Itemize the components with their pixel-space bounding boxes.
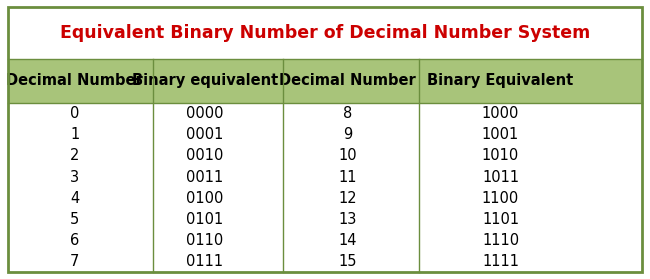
Text: 13: 13 [339,212,357,227]
Text: 3: 3 [70,170,79,185]
Text: 11: 11 [339,170,357,185]
Text: 10: 10 [339,148,357,163]
Text: 12: 12 [339,191,357,206]
Text: 0001: 0001 [186,128,224,142]
Text: 8: 8 [343,106,352,121]
Text: 0100: 0100 [186,191,224,206]
Text: 5: 5 [70,212,79,227]
Text: 1011: 1011 [482,170,519,185]
Text: 0111: 0111 [186,254,224,269]
Text: 1010: 1010 [482,148,519,163]
Text: 0: 0 [70,106,79,121]
Text: 0101: 0101 [186,212,224,227]
Text: Binary Equivalent: Binary Equivalent [428,73,573,88]
Text: 9: 9 [343,128,352,142]
Text: Binary equivalent: Binary equivalent [131,73,278,88]
Text: 1100: 1100 [482,191,519,206]
Text: Equivalent Binary Number of Decimal Number System: Equivalent Binary Number of Decimal Numb… [60,24,590,42]
Text: 14: 14 [339,233,357,248]
Text: 2: 2 [70,148,79,163]
Text: 1000: 1000 [482,106,519,121]
Text: 4: 4 [70,191,79,206]
Text: 1111: 1111 [482,254,519,269]
Bar [8,59,642,103]
Text: 0000: 0000 [186,106,224,121]
Text: 1: 1 [70,128,79,142]
Text: 0110: 0110 [186,233,224,248]
Text: 6: 6 [70,233,79,248]
Text: 1101: 1101 [482,212,519,227]
Text: Decimal Number: Decimal Number [6,73,143,88]
Text: 0010: 0010 [186,148,224,163]
Text: 1110: 1110 [482,233,519,248]
Text: 7: 7 [70,254,79,269]
Text: 15: 15 [339,254,357,269]
Text: 1001: 1001 [482,128,519,142]
Text: Decimal Number: Decimal Number [280,73,416,88]
Text: 0011: 0011 [186,170,224,185]
